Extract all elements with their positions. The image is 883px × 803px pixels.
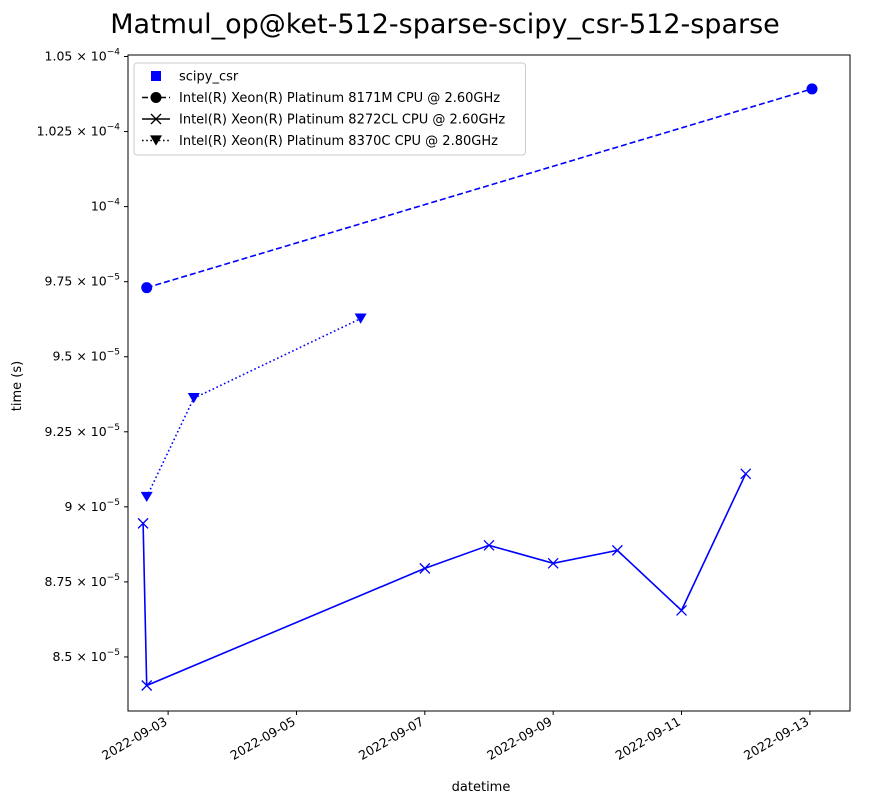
legend-label: Intel(R) Xeon(R) Platinum 8370C CPU @ 2.…	[179, 134, 498, 149]
legend-label: scipy_csr	[179, 70, 239, 85]
y-tick-label: 8.75 × 10−5	[45, 573, 120, 589]
data-point-series-1	[141, 282, 153, 294]
y-tick-label: 9.75 × 10−5	[45, 273, 120, 289]
data-point-series-2	[611, 544, 623, 556]
data-point-series-2	[137, 517, 149, 529]
x-tick-label: 2022-09-09	[484, 714, 554, 763]
x-tick-label: 2022-09-03	[99, 714, 169, 763]
data-point-series-3	[354, 313, 367, 324]
data-point-series-1	[806, 83, 818, 95]
x-axis-label: datetime	[452, 780, 511, 795]
data-point-series-2	[141, 680, 153, 691]
data-point-series-2	[483, 539, 495, 551]
chart-title: Matmul_op@ket-512-sparse-scipy_csr-512-s…	[110, 9, 780, 40]
data-point-series-3	[140, 491, 153, 503]
plot-frame	[127, 54, 851, 712]
legend-label: Intel(R) Xeon(R) Platinum 8171M CPU @ 2.…	[179, 91, 500, 106]
legend-marker	[151, 71, 161, 81]
y-tick-label: 10−4	[91, 198, 120, 214]
y-tick-label: 1.025 × 10−4	[37, 123, 121, 139]
y-tick-label: 9.5 × 10−5	[53, 348, 121, 364]
legend-marker	[150, 135, 162, 146]
y-axis-label: time (s)	[10, 361, 25, 411]
data-point-series-2	[547, 557, 559, 569]
series-line-1	[146, 88, 813, 289]
data-point-series-2	[676, 604, 687, 616]
series-line-2	[142, 473, 747, 687]
legend-box	[133, 62, 526, 156]
x-tick-label: 2022-09-07	[356, 714, 426, 763]
legend: scipy_csr Intel(R) Xeon(R) Platinum 8171M…	[133, 62, 526, 156]
data-point-series-2	[419, 562, 431, 574]
x-tick-label: 2022-09-11	[613, 714, 683, 763]
x-tick-label: 2022-09-13	[741, 714, 811, 763]
y-tick-label: 9.25 × 10−5	[45, 423, 120, 439]
data-point-series-2	[740, 468, 752, 480]
x-tick-label: 2022-09-05	[228, 714, 298, 763]
legend-marker	[150, 92, 162, 103]
legend-label: Intel(R) Xeon(R) Platinum 8272CL CPU @ 2…	[179, 113, 505, 128]
data-point-series-3	[187, 393, 200, 404]
legend-marker	[150, 113, 162, 125]
series-line-3	[145, 317, 361, 498]
y-tick-label: 9 × 10−5	[64, 498, 120, 514]
y-tick-label: 1.05 × 10−4	[45, 48, 121, 64]
y-tick-label: 8.5 × 10−5	[53, 648, 121, 664]
